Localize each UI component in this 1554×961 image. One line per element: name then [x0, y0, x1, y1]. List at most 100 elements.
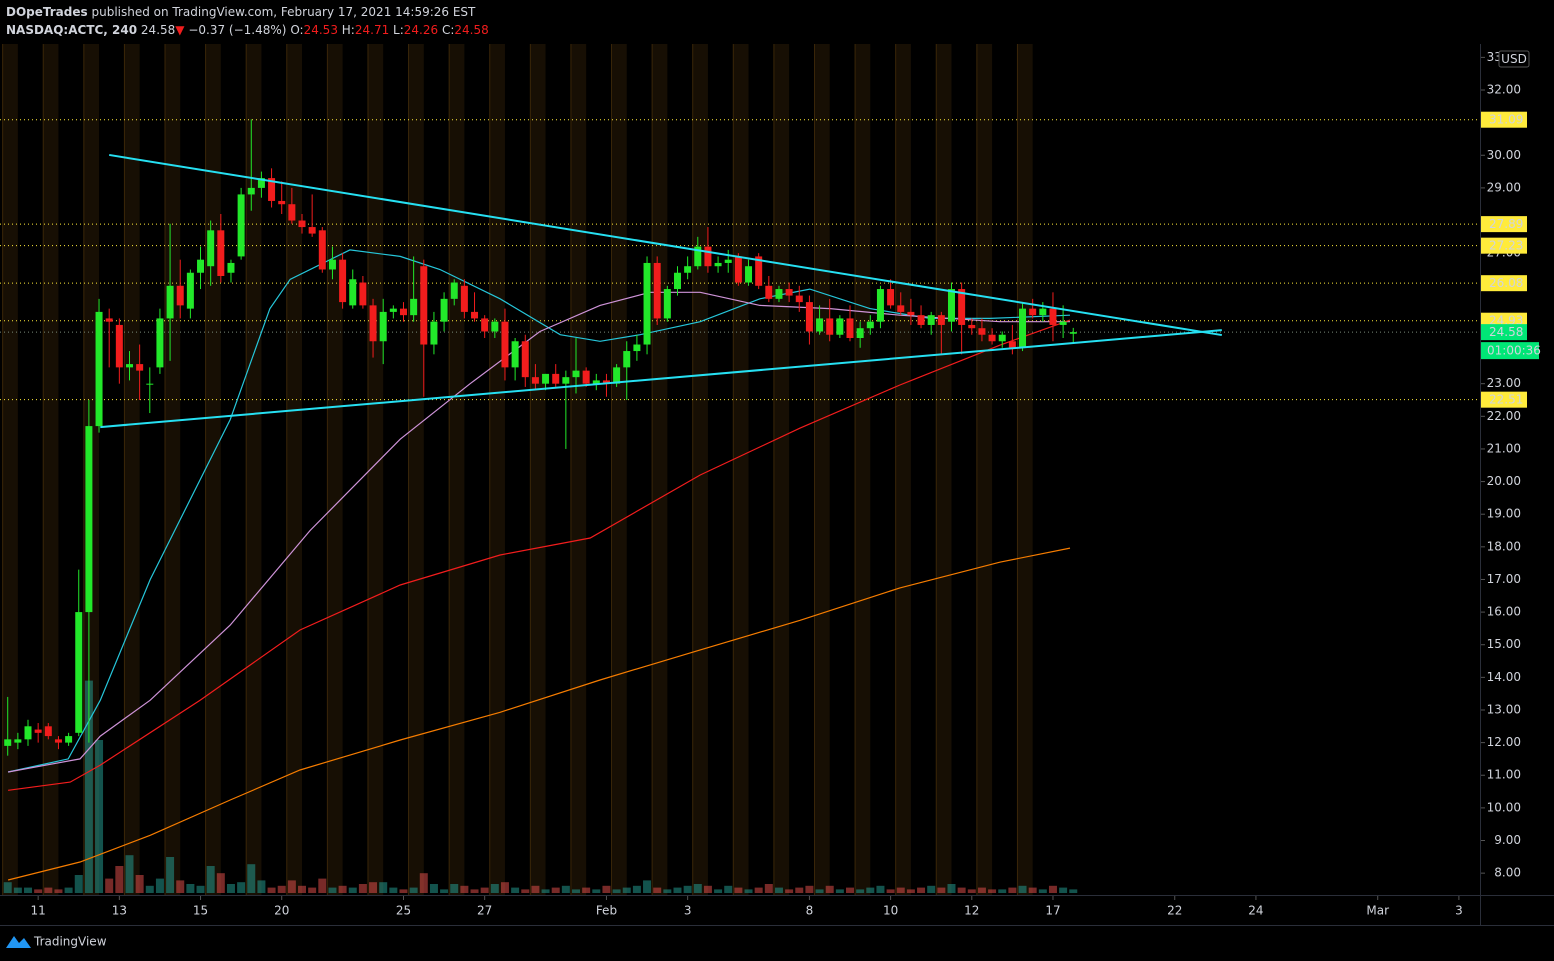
- volume-bar: [460, 885, 469, 893]
- y-tick-label: 22.00: [1487, 409, 1521, 423]
- volume-bar: [927, 885, 936, 893]
- x-tick-label: 3: [1455, 904, 1463, 918]
- candle-body: [755, 256, 763, 286]
- level-label-box: [1481, 391, 1527, 408]
- l-label: L:: [393, 23, 404, 37]
- volume-bar: [54, 889, 63, 893]
- candle-body: [795, 295, 803, 303]
- header-line: DOpeTrades published on TradingView.com,…: [6, 5, 476, 19]
- volume-bar: [724, 885, 733, 893]
- volume-bar: [237, 882, 246, 893]
- candle-body: [146, 383, 154, 385]
- volume-bar: [24, 887, 33, 893]
- arrow: ▼: [175, 23, 185, 37]
- candle-body: [562, 377, 570, 384]
- candle-body: [471, 311, 479, 319]
- x-tick-label: 12: [964, 904, 979, 918]
- candle-body: [410, 298, 418, 316]
- volume-bar: [663, 889, 672, 893]
- candle-body: [856, 328, 864, 338]
- volume-bar: [216, 873, 225, 893]
- level-label: 22.51: [1489, 393, 1523, 407]
- brand: TradingView: [33, 935, 107, 949]
- session-shade: [367, 44, 384, 895]
- candle-body: [826, 318, 834, 335]
- candle-body: [694, 246, 702, 267]
- level-label: 31.09: [1489, 113, 1523, 127]
- candle-body: [633, 344, 641, 352]
- candle-body: [927, 315, 935, 325]
- moving-average: [8, 319, 1071, 791]
- candle-body: [897, 305, 905, 312]
- volume-bar: [805, 885, 814, 893]
- volume-bar: [1069, 889, 1078, 893]
- candle-body: [1049, 308, 1057, 325]
- volume-bar: [511, 887, 520, 893]
- session-shade: [611, 44, 627, 895]
- candle-body: [724, 259, 732, 263]
- volume-bar: [602, 885, 611, 893]
- volume-bar: [369, 882, 378, 893]
- y-tick-label: 17.00: [1487, 572, 1521, 586]
- candle-body: [481, 318, 489, 332]
- volume-bar: [348, 887, 357, 893]
- volume-bar: [247, 864, 256, 893]
- candle-body: [1069, 332, 1077, 334]
- candle-body: [978, 328, 986, 335]
- y-tick-label: 11.00: [1487, 768, 1521, 782]
- volume-bar: [541, 889, 550, 893]
- volume-bar: [226, 884, 235, 893]
- session-shade: [124, 44, 140, 895]
- y-tick-label: 30.00: [1487, 148, 1521, 162]
- volume-bar: [145, 885, 154, 893]
- volume-bar: [856, 889, 865, 893]
- candle-body: [653, 262, 661, 319]
- volume-bar: [1048, 885, 1057, 893]
- candle-body: [1039, 308, 1047, 316]
- volume-bar: [470, 889, 479, 893]
- h-value: 24.71: [355, 23, 389, 37]
- volume-bar: [977, 887, 986, 893]
- candle-body: [521, 341, 529, 378]
- volume-bar: [206, 866, 215, 893]
- volume-bar: [44, 887, 53, 893]
- x-tick-label: 10: [883, 904, 898, 918]
- candle-body: [115, 324, 123, 368]
- candle-body: [846, 318, 854, 338]
- candle-body: [318, 230, 326, 270]
- level-label-box: [1481, 216, 1527, 233]
- candle-body: [907, 311, 915, 316]
- x-tick-label: 15: [193, 904, 208, 918]
- session-shade: [814, 44, 830, 895]
- y-tick-label: 14.00: [1487, 670, 1521, 684]
- session-shade: [408, 44, 424, 895]
- volume-bar: [389, 887, 398, 893]
- volume-bar: [84, 680, 93, 893]
- volume-bar: [592, 889, 601, 893]
- moving-average: [7, 291, 1070, 773]
- volume-bar: [186, 884, 195, 893]
- session-shade: [449, 44, 465, 895]
- candle-body: [968, 324, 976, 329]
- volume-bar: [521, 889, 530, 893]
- candle-body: [501, 321, 509, 368]
- y-tick-label: 9.00: [1494, 833, 1521, 847]
- volume-bar: [105, 878, 114, 893]
- volume-bar: [906, 889, 915, 893]
- session-shade: [773, 44, 790, 895]
- price-axis: 8.00 9.00 10.00 11.00 12.00 13.00 14.00 15.00 16…: [31, 50, 1541, 918]
- candle-body: [430, 321, 438, 345]
- volume-bar: [774, 887, 783, 893]
- candle-body: [125, 364, 133, 368]
- volume-bar: [632, 885, 641, 893]
- candle-body: [714, 262, 722, 267]
- candle-body: [105, 318, 113, 322]
- volume-bar: [673, 887, 682, 893]
- volume-bar: [643, 880, 652, 893]
- candle-body: [491, 321, 499, 332]
- candle-body: [359, 282, 367, 306]
- o-value: 24.53: [304, 23, 338, 37]
- volume-bar: [785, 889, 794, 893]
- published: published on TradingView.com, February 1…: [91, 5, 476, 19]
- volume-bar: [196, 885, 205, 893]
